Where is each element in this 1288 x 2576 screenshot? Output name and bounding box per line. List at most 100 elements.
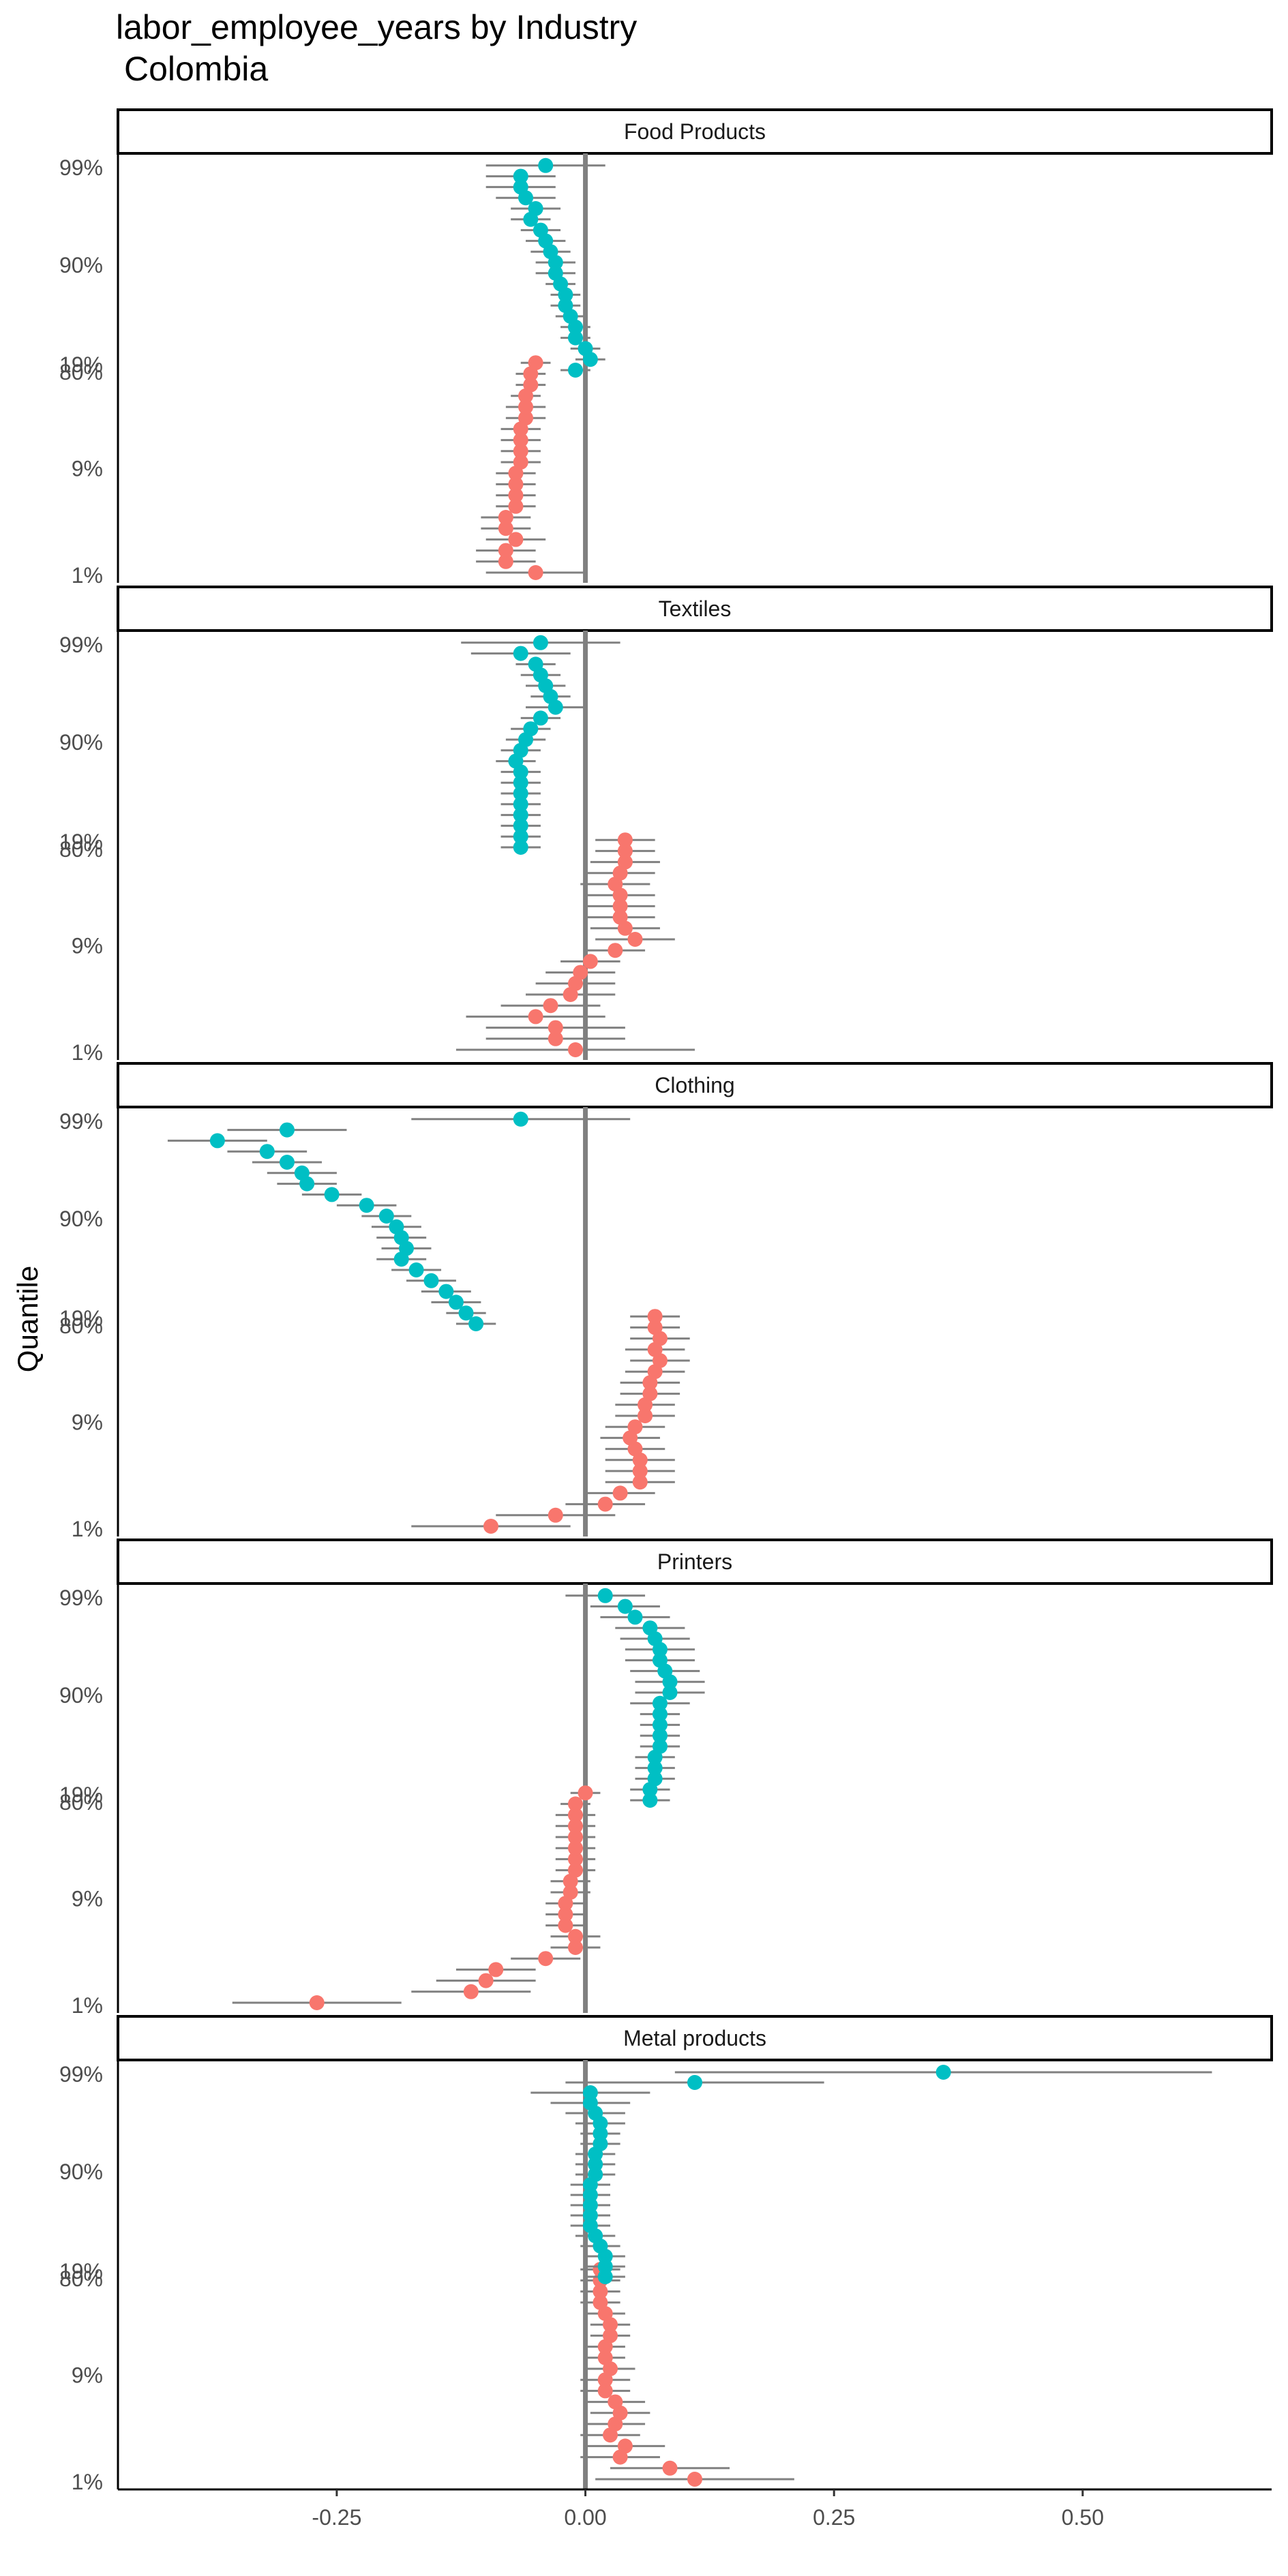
point-bottom-quantile xyxy=(647,1309,663,1324)
point-bottom-quantile xyxy=(662,2460,678,2476)
point-bottom-quantile xyxy=(508,487,524,503)
y-tick-label: 99% xyxy=(59,1586,103,1610)
point-bottom-quantile xyxy=(548,1020,563,1035)
point-top-quantile xyxy=(423,1273,439,1288)
y-tick-label: 9% xyxy=(72,1886,103,1911)
point-top-quantile xyxy=(647,1771,663,1787)
panel-clothing: Clothing 99% 90% 80%19% 9% 1% xyxy=(59,1062,1273,1541)
y-tick-label: 99% xyxy=(59,1109,103,1134)
point-top-quantile xyxy=(359,1198,374,1213)
y-tick-label: 90% xyxy=(59,1683,103,1708)
point-top-quantile xyxy=(408,1262,424,1277)
point-top-quantile xyxy=(438,1284,454,1299)
point-top-quantile xyxy=(513,786,528,801)
point-top-quantile xyxy=(533,710,548,726)
point-bottom-quantile xyxy=(617,843,633,859)
point-bottom-quantile xyxy=(603,2328,618,2344)
point-top-quantile xyxy=(642,1620,658,1636)
point-top-quantile xyxy=(279,1155,295,1170)
point-bottom-quantile xyxy=(567,1940,583,1955)
point-bottom-quantile xyxy=(488,1962,504,1978)
point-top-quantile xyxy=(513,818,528,834)
point-bottom-quantile xyxy=(632,1464,648,1479)
point-bottom-quantile xyxy=(567,1796,583,1812)
point-top-quantile xyxy=(513,840,528,855)
point-bottom-quantile xyxy=(567,1830,583,1845)
y-tick-label: 99% xyxy=(59,155,103,180)
x-tick-label: 0.25 xyxy=(813,2505,855,2530)
point-bottom-quantile xyxy=(593,2294,608,2310)
point-bottom-quantile xyxy=(558,1918,573,1933)
y-tick-label: 9% xyxy=(72,2363,103,2387)
point-top-quantile xyxy=(523,721,539,737)
y-tick-label: 19% xyxy=(59,1783,103,1807)
point-top-quantile xyxy=(528,201,543,216)
point-bottom-quantile xyxy=(617,2438,633,2454)
y-tick-label: 80% xyxy=(59,2267,103,2291)
y-tick-label: 19% xyxy=(59,1306,103,1331)
point-bottom-quantile xyxy=(567,1818,583,1834)
point-bottom-quantile xyxy=(597,1496,613,1512)
point-top-quantile xyxy=(597,1588,613,1603)
point-bottom-quantile xyxy=(617,854,633,870)
point-top-quantile xyxy=(324,1187,340,1202)
point-bottom-quantile xyxy=(567,1807,583,1823)
point-bottom-quantile xyxy=(632,1474,648,1490)
point-bottom-quantile xyxy=(548,1031,563,1046)
point-bottom-quantile xyxy=(612,1485,628,1501)
facet-strip xyxy=(117,586,1273,632)
point-bottom-quantile xyxy=(513,455,528,470)
point-bottom-quantile xyxy=(597,2350,613,2365)
point-bottom-quantile xyxy=(548,1507,563,1523)
point-top-quantile xyxy=(582,2085,598,2100)
point-top-quantile xyxy=(662,1685,678,1700)
point-bottom-quantile xyxy=(498,521,513,536)
point-bottom-quantile xyxy=(638,1408,653,1423)
point-bottom-quantile xyxy=(687,2472,702,2487)
facet-strip xyxy=(117,108,1273,155)
y-axis-title: Quantile xyxy=(12,1266,44,1372)
y-tick-label: 1% xyxy=(72,2470,103,2494)
point-top-quantile xyxy=(378,1209,394,1224)
point-bottom-quantile xyxy=(582,954,598,969)
facet-strip xyxy=(117,1539,1273,1585)
facet-label: Metal products xyxy=(623,2026,766,2050)
point-top-quantile xyxy=(533,222,548,238)
point-bottom-quantile xyxy=(518,410,534,426)
panel-textiles: Textiles 99% 90% 80%19% 9% 1% xyxy=(59,586,1273,1065)
point-top-quantile xyxy=(513,1111,528,1127)
point-bottom-quantile xyxy=(508,476,524,492)
panel-printers: Printers 99% 90% 80%19% 9% 1% xyxy=(59,1539,1273,2018)
point-bottom-quantile xyxy=(528,355,543,371)
point-top-quantile xyxy=(468,1316,484,1331)
point-top-quantile xyxy=(389,1219,404,1234)
point-bottom-quantile xyxy=(612,898,628,914)
point-bottom-quantile xyxy=(508,532,524,547)
facet-label: Food Products xyxy=(624,119,766,144)
point-bottom-quantile xyxy=(523,377,539,393)
point-bottom-quantile xyxy=(567,1851,583,1867)
y-tick-label: 90% xyxy=(59,2160,103,2184)
point-top-quantile xyxy=(647,1760,663,1776)
point-bottom-quantile xyxy=(483,1519,498,1534)
point-top-quantile xyxy=(538,157,554,173)
point-bottom-quantile xyxy=(627,932,643,947)
point-bottom-quantile xyxy=(578,1785,593,1801)
point-bottom-quantile xyxy=(608,2394,623,2410)
y-tick-label: 80% xyxy=(59,1314,103,1338)
y-tick-label: 99% xyxy=(59,2062,103,2087)
point-bottom-quantile xyxy=(478,1973,494,1988)
point-bottom-quantile xyxy=(593,2284,608,2299)
y-tick-label: 90% xyxy=(59,730,103,755)
y-tick-label: 90% xyxy=(59,1207,103,1231)
point-bottom-quantile xyxy=(498,510,513,525)
point-bottom-quantile xyxy=(558,1907,573,1922)
point-top-quantile xyxy=(558,298,573,314)
facet-label: Clothing xyxy=(655,1073,734,1097)
facet-strip xyxy=(117,2015,1273,2061)
point-top-quantile xyxy=(652,1728,668,1744)
point-top-quantile xyxy=(935,2065,951,2080)
y-tick-label: 19% xyxy=(59,830,103,854)
y-tick-label: 99% xyxy=(59,633,103,657)
chart-subtitle: Colombia xyxy=(124,50,268,88)
